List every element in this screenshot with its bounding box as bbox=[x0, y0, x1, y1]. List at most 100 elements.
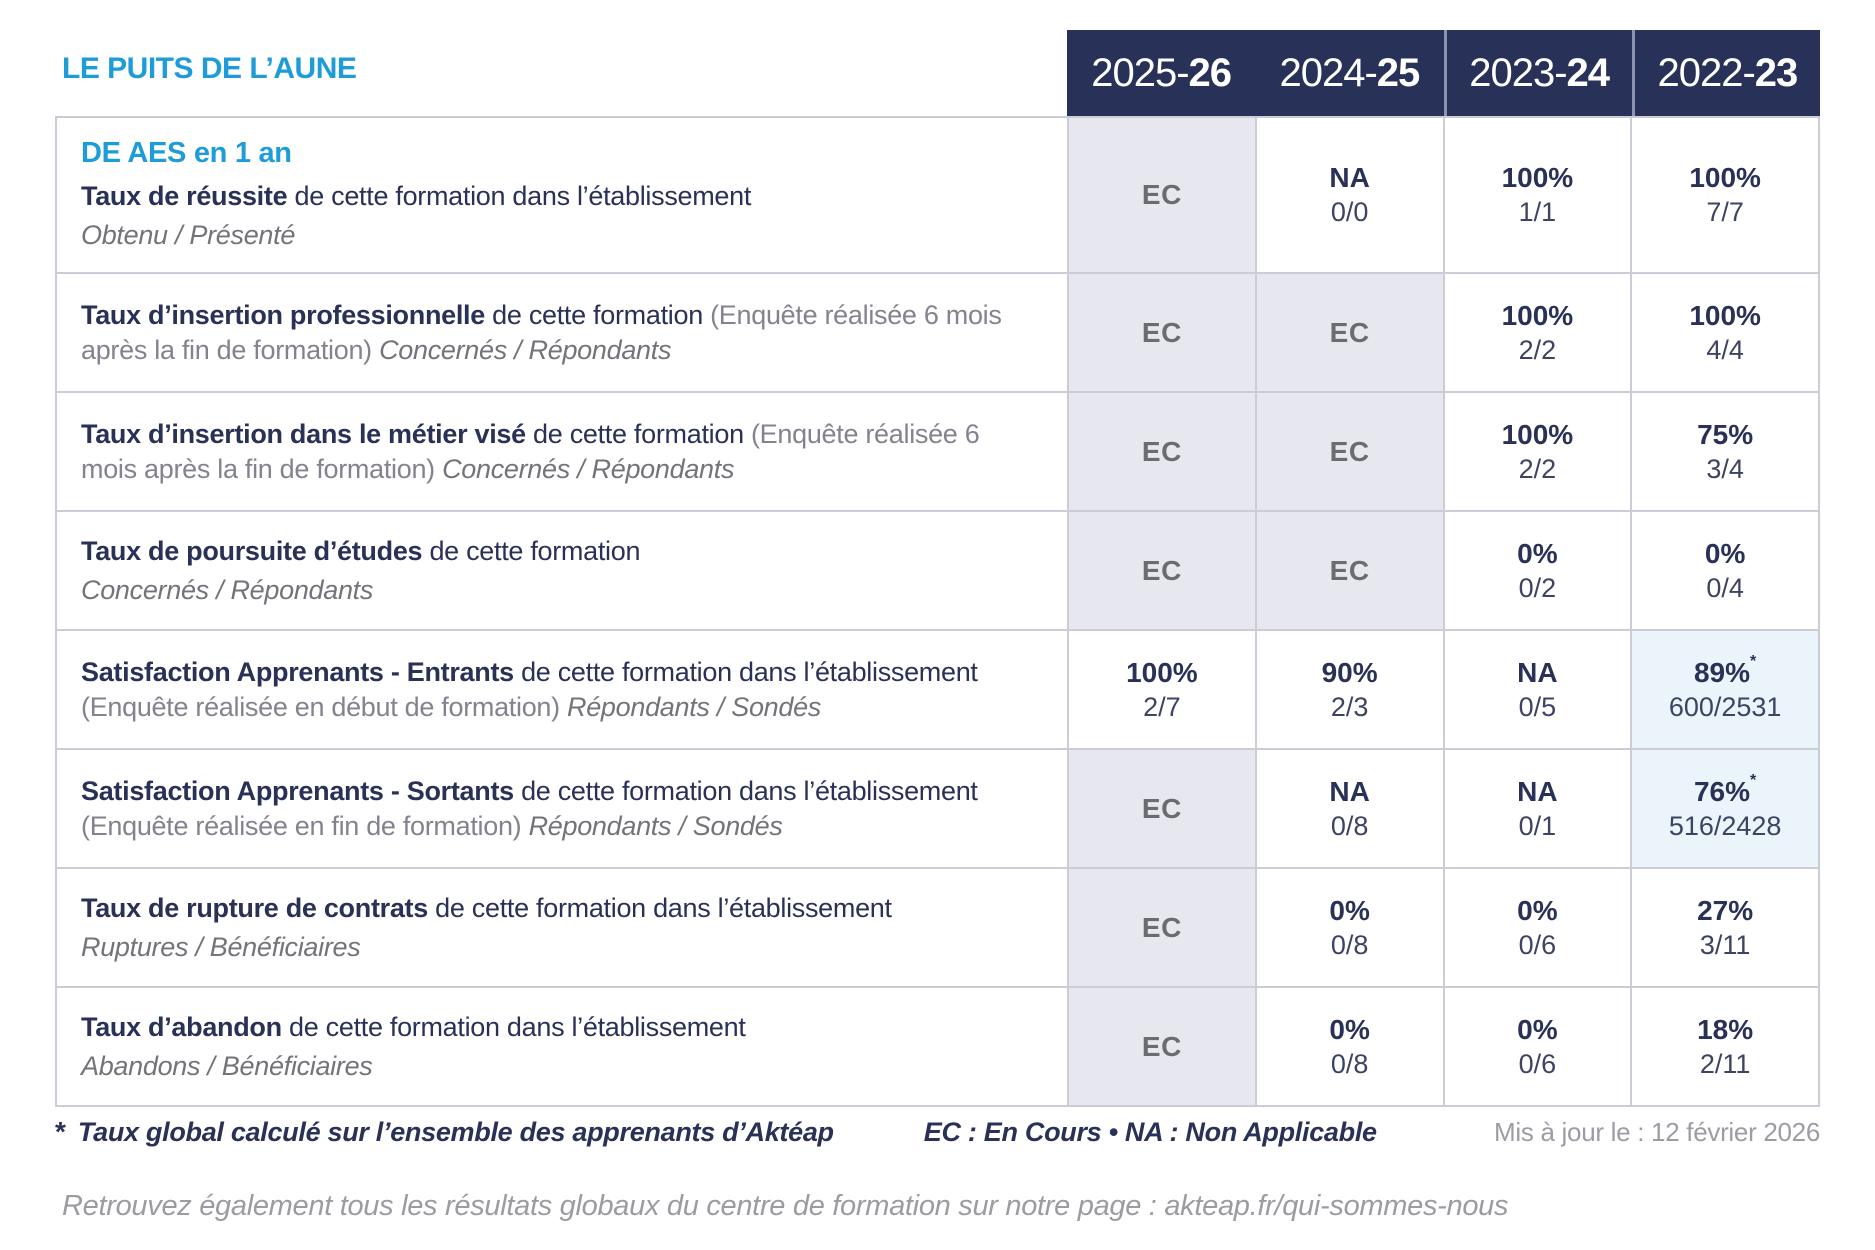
year-prefix: 2022- bbox=[1657, 50, 1755, 95]
cell-fraction: 2/11 bbox=[1699, 1048, 1751, 1079]
row-label: Taux de rupture de contrats de cette for… bbox=[57, 869, 1067, 986]
cell-value: 100% bbox=[1126, 656, 1198, 688]
table-row: Taux de poursuite d’études de cette form… bbox=[57, 512, 1818, 631]
year-column-2023-24: 2023- 24 bbox=[1443, 30, 1632, 116]
value-cell: EC bbox=[1067, 869, 1255, 986]
cell-value: EC bbox=[1329, 554, 1370, 586]
row-label-text: Taux de réussite de cette formation dans… bbox=[81, 179, 1041, 253]
year-suffix: 23 bbox=[1754, 50, 1798, 95]
cell-fraction: 0/8 bbox=[1330, 810, 1369, 841]
cell-fraction: 2/3 bbox=[1330, 691, 1369, 722]
cell-fraction: 0/5 bbox=[1518, 691, 1557, 722]
value-cell: 100% 7/7 bbox=[1630, 118, 1818, 272]
cell-value: EC bbox=[1329, 435, 1370, 467]
value-cell: EC bbox=[1254, 512, 1443, 629]
value-cell: NA 0/8 bbox=[1254, 750, 1443, 867]
last-updated-label: Mis à jour le : 12 février 2026 bbox=[1494, 1117, 1820, 1147]
value-cell: 0% 0/8 bbox=[1254, 869, 1443, 986]
row-label: Taux d’insertion dans le métier visé de … bbox=[57, 393, 1067, 510]
cell-value: 0% bbox=[1517, 894, 1558, 926]
cell-value: EC bbox=[1141, 179, 1182, 210]
cell-fraction: 3/11 bbox=[1699, 929, 1751, 960]
row-label-bold: Taux d’insertion dans le métier visé bbox=[81, 418, 526, 449]
cell-fraction: 0/6 bbox=[1518, 929, 1557, 960]
row-label-sub: Abandons / Bénéficiaires bbox=[81, 1050, 373, 1081]
asterisk-marker: * bbox=[1750, 771, 1757, 789]
value-cell: 27% 3/11 bbox=[1630, 869, 1818, 986]
table-row: Satisfaction Apprenants - Sortants de ce… bbox=[57, 750, 1818, 869]
value-cell: 0% 0/4 bbox=[1630, 512, 1818, 629]
cell-fraction: 4/4 bbox=[1706, 334, 1744, 365]
row-label-text: Taux d’abandon de cette formation dans l… bbox=[81, 1010, 1041, 1084]
value-cell: 100% 2/2 bbox=[1442, 274, 1631, 391]
cell-fraction: 0/6 bbox=[1518, 1048, 1557, 1079]
row-label-bold: Taux de rupture de contrats bbox=[81, 892, 428, 923]
value-cell: EC bbox=[1067, 118, 1255, 272]
cell-value: EC bbox=[1141, 1030, 1182, 1062]
year-column-2022-23: 2022- 23 bbox=[1631, 30, 1820, 116]
cell-fraction: 2/7 bbox=[1143, 691, 1181, 722]
cell-value: 0% bbox=[1704, 537, 1746, 569]
cell-value: 100% bbox=[1501, 162, 1574, 193]
cell-value: EC bbox=[1141, 435, 1182, 467]
cell-value: NA bbox=[1517, 656, 1558, 688]
table-row: Taux d’abandon de cette formation dans l… bbox=[57, 988, 1818, 1105]
year-suffix: 26 bbox=[1188, 50, 1232, 95]
row-label-text: Taux d’insertion dans le métier visé de … bbox=[81, 417, 1041, 487]
row-label-sub: Concernés / Répondants bbox=[81, 574, 374, 605]
cell-fraction: 516/2428 bbox=[1668, 810, 1782, 841]
row-label-note: (Enquête réalisée en fin de formation) bbox=[81, 810, 529, 841]
cell-value: 100% bbox=[1501, 299, 1574, 331]
abbreviation-legend: EC : En Cours • NA : Non Applicable bbox=[923, 1117, 1377, 1147]
footnote-row: * Taux global calculé sur l’ensemble des… bbox=[55, 1116, 1820, 1148]
year-suffix: 24 bbox=[1566, 50, 1610, 95]
value-cell: 18% 2/11 bbox=[1630, 988, 1818, 1105]
row-label-regular: de cette formation dans l’établissement bbox=[513, 656, 978, 687]
value-cell: NA 0/1 bbox=[1442, 750, 1631, 867]
table-row: Taux de rupture de contrats de cette for… bbox=[57, 869, 1818, 988]
row-label-regular: de cette formation dans l’établissement bbox=[427, 892, 892, 923]
cell-value: EC bbox=[1141, 554, 1182, 586]
row-label-text: Taux d’insertion professionnelle de cett… bbox=[81, 298, 1041, 368]
value-cell: NA 0/0 bbox=[1254, 118, 1443, 272]
value-cell: EC bbox=[1254, 393, 1443, 510]
table-row: DE AES en 1 an Taux de réussite de cette… bbox=[57, 118, 1818, 274]
cell-value: 100% bbox=[1501, 418, 1574, 450]
row-label-bold: Taux d’abandon bbox=[81, 1011, 282, 1042]
cell-value: 0% bbox=[1517, 1013, 1558, 1045]
cell-fraction: 2/2 bbox=[1518, 453, 1557, 484]
row-label-regular: de cette formation bbox=[525, 418, 751, 449]
row-label-sub: Répondants / Sondés bbox=[528, 810, 783, 841]
cell-value: 0% bbox=[1329, 894, 1370, 926]
cell-fraction: 600/2531 bbox=[1668, 691, 1782, 722]
cell-value: 0% bbox=[1329, 1013, 1370, 1045]
value-cell: EC bbox=[1067, 512, 1255, 629]
cell-value: EC bbox=[1329, 316, 1370, 348]
section-title: DE AES en 1 an bbox=[81, 137, 292, 169]
value-cell: 100% 4/4 bbox=[1630, 274, 1818, 391]
value-cell: 0% 0/6 bbox=[1442, 869, 1631, 986]
year-suffix: 25 bbox=[1376, 50, 1420, 95]
row-label: Taux de poursuite d’études de cette form… bbox=[57, 512, 1067, 629]
cell-fraction: 0/4 bbox=[1706, 572, 1744, 603]
cell-value: EC bbox=[1141, 792, 1182, 824]
value-cell: 100% 2/7 bbox=[1067, 631, 1255, 748]
row-label: DE AES en 1 an Taux de réussite de cette… bbox=[57, 118, 1067, 272]
cell-value: 27% bbox=[1697, 894, 1754, 926]
cell-value: 18% bbox=[1697, 1013, 1754, 1045]
row-label-regular: de cette formation dans l’établissement bbox=[287, 181, 752, 211]
row-label-regular: de cette formation bbox=[484, 299, 711, 330]
year-prefix: 2023- bbox=[1469, 50, 1567, 95]
footnote-text: Taux global calculé sur l’ensemble des a… bbox=[77, 1117, 834, 1147]
table-row: Taux d’insertion professionnelle de cett… bbox=[57, 274, 1818, 393]
row-label-note: (Enquête réalisée en début de formation) bbox=[81, 691, 568, 722]
row-label-note: (Enquête réalisée 6 mois après la fin de… bbox=[81, 418, 980, 484]
cell-value: EC bbox=[1141, 911, 1182, 943]
value-cell: EC bbox=[1067, 988, 1255, 1105]
year-prefix: 2025- bbox=[1091, 50, 1189, 95]
value-cell: 75% 3/4 bbox=[1630, 393, 1818, 510]
cell-fraction: 3/4 bbox=[1706, 453, 1744, 484]
table-row: Taux d’insertion dans le métier visé de … bbox=[57, 393, 1818, 512]
asterisk-marker: * bbox=[1750, 652, 1757, 670]
